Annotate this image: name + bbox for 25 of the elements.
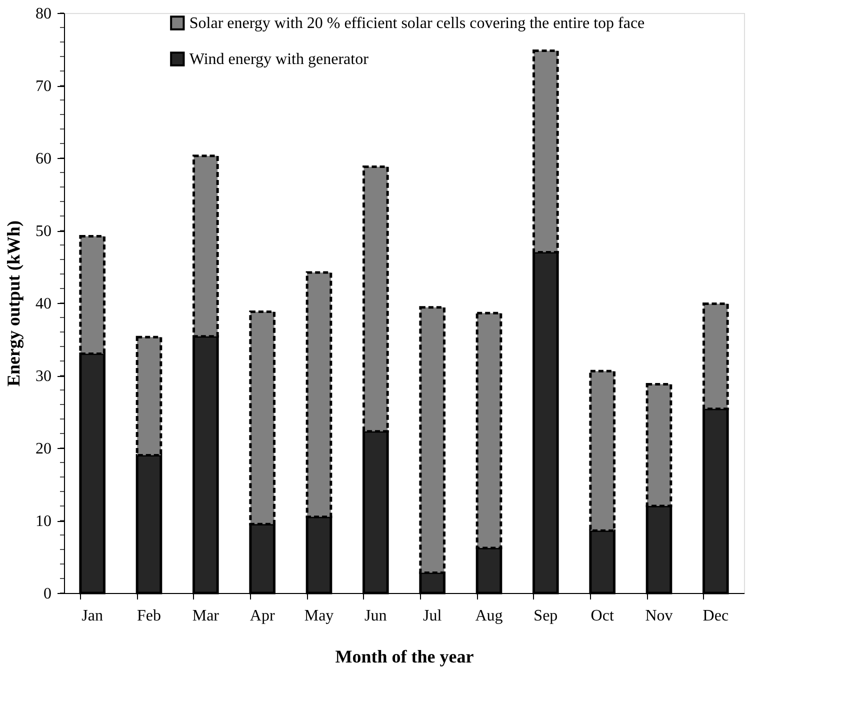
x-tick-label: Jul [422,608,442,624]
x-tick-label: Jan [82,608,103,624]
y-tick-label: 40 [36,296,52,312]
x-tick-label: Sep [534,608,558,624]
x-tick-label: Apr [250,608,276,624]
y-tick-label: 50 [36,223,52,240]
x-tick-label: May [304,608,334,624]
x-tick-label: Oct [590,608,614,624]
x-tick-label: Aug [475,608,503,624]
x-tick-label: Feb [137,608,161,624]
x-axis-title: Month of the year [335,646,474,666]
y-tick-label: 10 [36,513,52,530]
legend-label: Wind energy with generator [189,51,370,68]
y-tick-label: 80 [36,6,52,22]
y-axis-title: Energy output (kWh) [4,220,24,387]
x-tick-label: Dec [702,608,729,624]
y-tick-label: 20 [36,440,52,458]
x-tick-label: Mar [192,608,220,624]
legend-label: Solar energy with 20 % efficient solar cells covering the entire top face [189,15,645,32]
y-tick-label: 70 [36,78,52,95]
y-tick-label: 30 [36,368,52,385]
x-tick-label: Nov [645,608,673,624]
y-tick-label: 60 [36,150,52,168]
x-tick-label: Jun [364,608,387,624]
y-tick-label: 0 [44,586,52,602]
